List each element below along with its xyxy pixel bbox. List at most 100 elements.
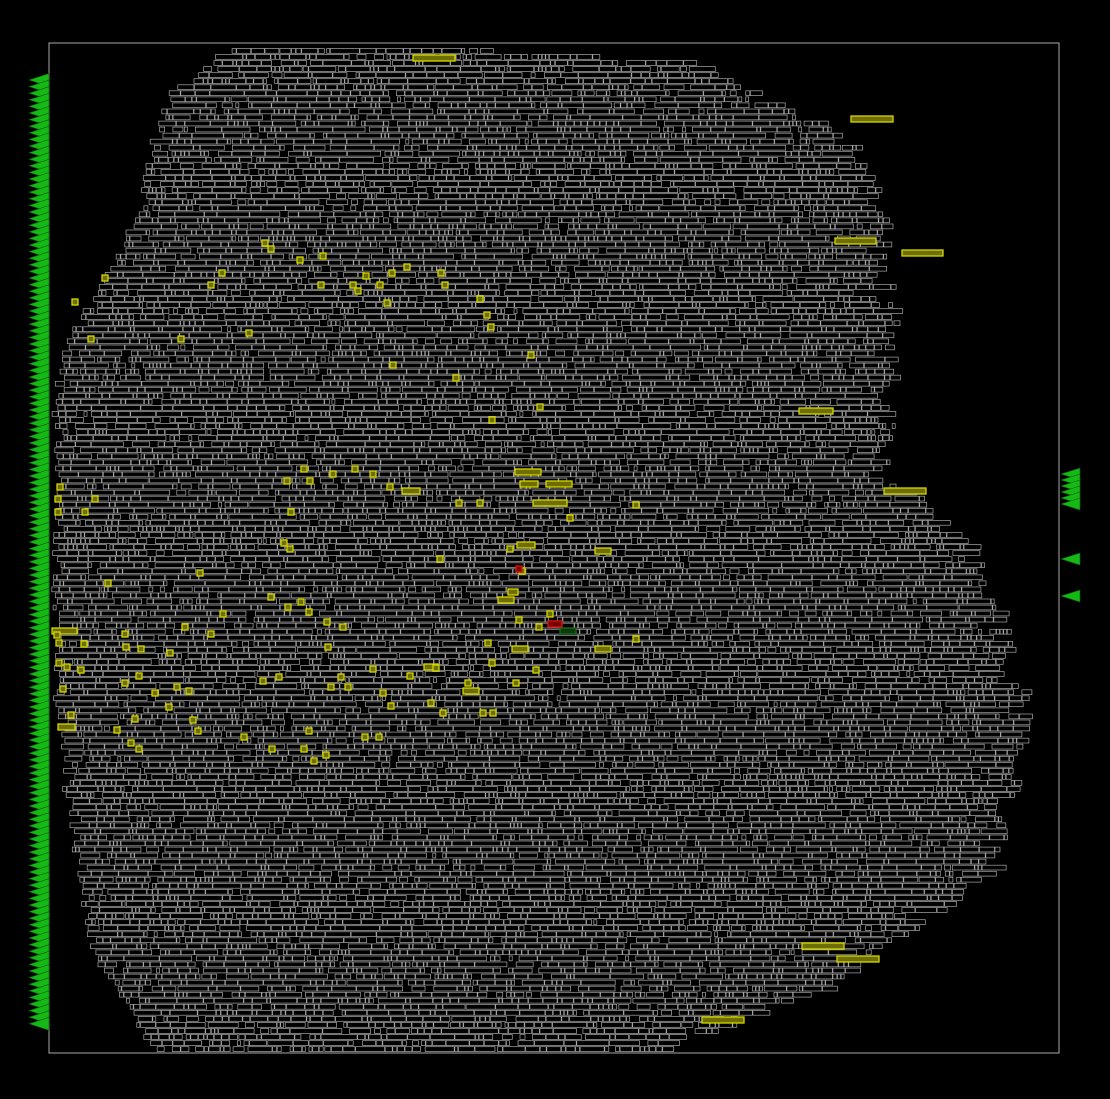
std-cell (817, 132, 834, 139)
std-cell (516, 132, 529, 139)
std-cell (833, 132, 843, 139)
std-cell (531, 102, 536, 109)
std-cell (384, 84, 404, 90)
std-cell (329, 144, 346, 151)
std-cell (371, 138, 400, 145)
std-cell (613, 138, 620, 145)
std-cell (212, 78, 223, 84)
std-cell (402, 132, 409, 139)
std-cell (476, 144, 501, 151)
std-cell (421, 48, 434, 54)
std-cell (554, 144, 567, 151)
std-cell (580, 157, 584, 163)
std-cell (680, 66, 687, 72)
std-cell (425, 66, 437, 72)
std-cell (581, 90, 585, 96)
std-cell (250, 132, 259, 139)
std-cell (829, 144, 834, 151)
std-cell (436, 78, 448, 84)
std-cell (345, 66, 371, 72)
std-cell (523, 163, 528, 169)
std-cell (586, 126, 606, 133)
std-cell (172, 114, 191, 121)
std-cell (580, 120, 588, 127)
std-cell (405, 138, 410, 145)
std-cell (417, 163, 426, 169)
std-cell (693, 114, 699, 121)
std-cell (437, 108, 441, 115)
std-cell (608, 84, 613, 90)
std-cell (251, 150, 266, 157)
std-cell (628, 132, 650, 139)
std-cell (538, 66, 543, 72)
std-cell (707, 120, 716, 127)
std-cell (800, 144, 810, 151)
std-cell (518, 150, 535, 157)
std-cell (218, 114, 228, 121)
std-cell (818, 120, 829, 127)
std-cell (799, 138, 807, 145)
std-cell (227, 120, 235, 127)
std-cell (303, 150, 308, 157)
std-cell (430, 96, 444, 103)
std-cell (411, 144, 420, 151)
std-cell (488, 126, 498, 133)
std-cell (657, 66, 661, 72)
std-cell (169, 114, 173, 121)
std-cell (348, 96, 358, 103)
std-cell (503, 54, 511, 60)
std-cell (425, 157, 430, 163)
std-cell (613, 102, 621, 109)
std-cell (440, 108, 445, 115)
std-cell (381, 84, 385, 90)
std-cell (803, 120, 813, 127)
std-cell (536, 157, 565, 163)
std-cell (700, 150, 713, 157)
std-cell (360, 90, 370, 96)
std-cell (700, 120, 708, 127)
std-cell (554, 163, 566, 169)
std-cell (649, 72, 659, 78)
std-cell (513, 150, 519, 157)
std-cell (606, 90, 611, 96)
std-cell (508, 60, 540, 66)
std-cell (543, 90, 551, 96)
std-cell (275, 54, 280, 60)
std-cell (316, 96, 330, 103)
std-cell (195, 90, 210, 96)
std-cell (749, 157, 755, 163)
std-cell (609, 108, 615, 115)
std-cell (391, 102, 406, 109)
std-cell (444, 108, 470, 115)
std-cell (478, 90, 483, 96)
std-cell (439, 126, 453, 133)
std-cell (717, 132, 734, 139)
std-cell (423, 120, 428, 127)
std-cell (537, 120, 554, 127)
std-cell (658, 114, 664, 121)
std-cell (297, 126, 333, 133)
std-cell (730, 138, 747, 145)
std-cell (351, 114, 355, 121)
std-cell (552, 78, 556, 84)
std-cell (277, 78, 298, 84)
std-cell (729, 90, 737, 96)
std-cell (688, 138, 692, 145)
std-cell (663, 84, 685, 90)
std-cell (807, 150, 813, 157)
std-cell (611, 132, 629, 139)
std-cell (285, 96, 317, 103)
std-cell (421, 157, 427, 163)
std-cell (589, 132, 594, 139)
std-cell (539, 150, 549, 157)
std-cell (387, 126, 400, 133)
std-cell (189, 150, 201, 157)
std-cell (488, 138, 492, 145)
std-cell (496, 84, 518, 90)
std-cell (570, 54, 577, 60)
std-cell (544, 72, 561, 78)
std-cell (289, 54, 307, 60)
std-cell (184, 120, 211, 127)
std-cell (573, 60, 601, 66)
